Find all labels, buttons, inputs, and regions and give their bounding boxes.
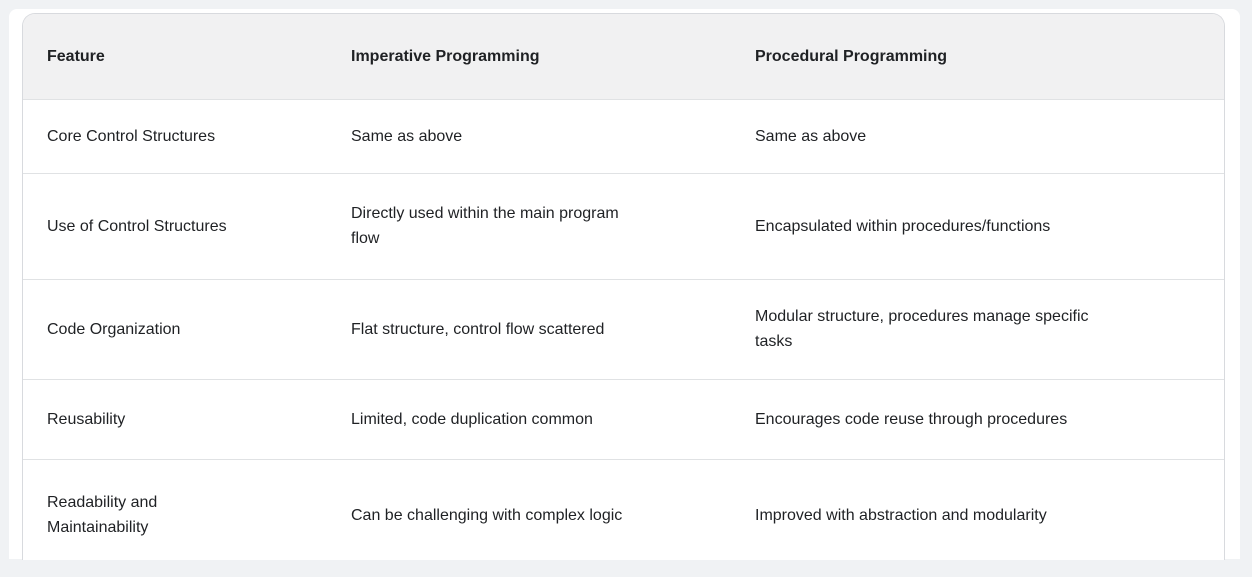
- table-row: Core Control Structures Same as above Sa…: [23, 99, 1224, 174]
- table-row: Use of Control Structures Directly used …: [23, 173, 1224, 280]
- cell-imperative: Directly used within the main program fl…: [327, 173, 731, 280]
- cell-procedural: Modular structure, procedures manage spe…: [731, 279, 1224, 380]
- table-row: Readability and Maintainability Can be c…: [23, 459, 1224, 560]
- content-card: Feature Imperative Programming Procedura…: [9, 9, 1240, 560]
- cell-imperative: Flat structure, control flow scattered: [327, 279, 731, 380]
- cell-procedural: Improved with abstraction and modularity: [731, 459, 1224, 560]
- cell-procedural: Encourages code reuse through procedures: [731, 379, 1224, 460]
- cell-feature: Core Control Structures: [23, 99, 327, 174]
- cell-imperative: Limited, code duplication common: [327, 379, 731, 460]
- column-header-procedural-programming: Procedural Programming: [731, 14, 1224, 100]
- comparison-table: Feature Imperative Programming Procedura…: [23, 14, 1224, 560]
- table-row: Reusability Limited, code duplication co…: [23, 379, 1224, 460]
- cell-procedural: Same as above: [731, 99, 1224, 174]
- cell-feature: Readability and Maintainability: [23, 459, 327, 560]
- cell-procedural: Encapsulated within procedures/functions: [731, 173, 1224, 280]
- cell-feature: Use of Control Structures: [23, 173, 327, 280]
- column-header-feature: Feature: [23, 14, 327, 100]
- cell-feature: Code Organization: [23, 279, 327, 380]
- cell-feature: Reusability: [23, 379, 327, 460]
- comparison-table-container: Feature Imperative Programming Procedura…: [22, 13, 1225, 560]
- table-row: Code Organization Flat structure, contro…: [23, 279, 1224, 380]
- cell-imperative: Can be challenging with complex logic: [327, 459, 731, 560]
- cell-imperative: Same as above: [327, 99, 731, 174]
- column-header-imperative-programming: Imperative Programming: [327, 14, 731, 100]
- table-header-row: Feature Imperative Programming Procedura…: [23, 14, 1224, 100]
